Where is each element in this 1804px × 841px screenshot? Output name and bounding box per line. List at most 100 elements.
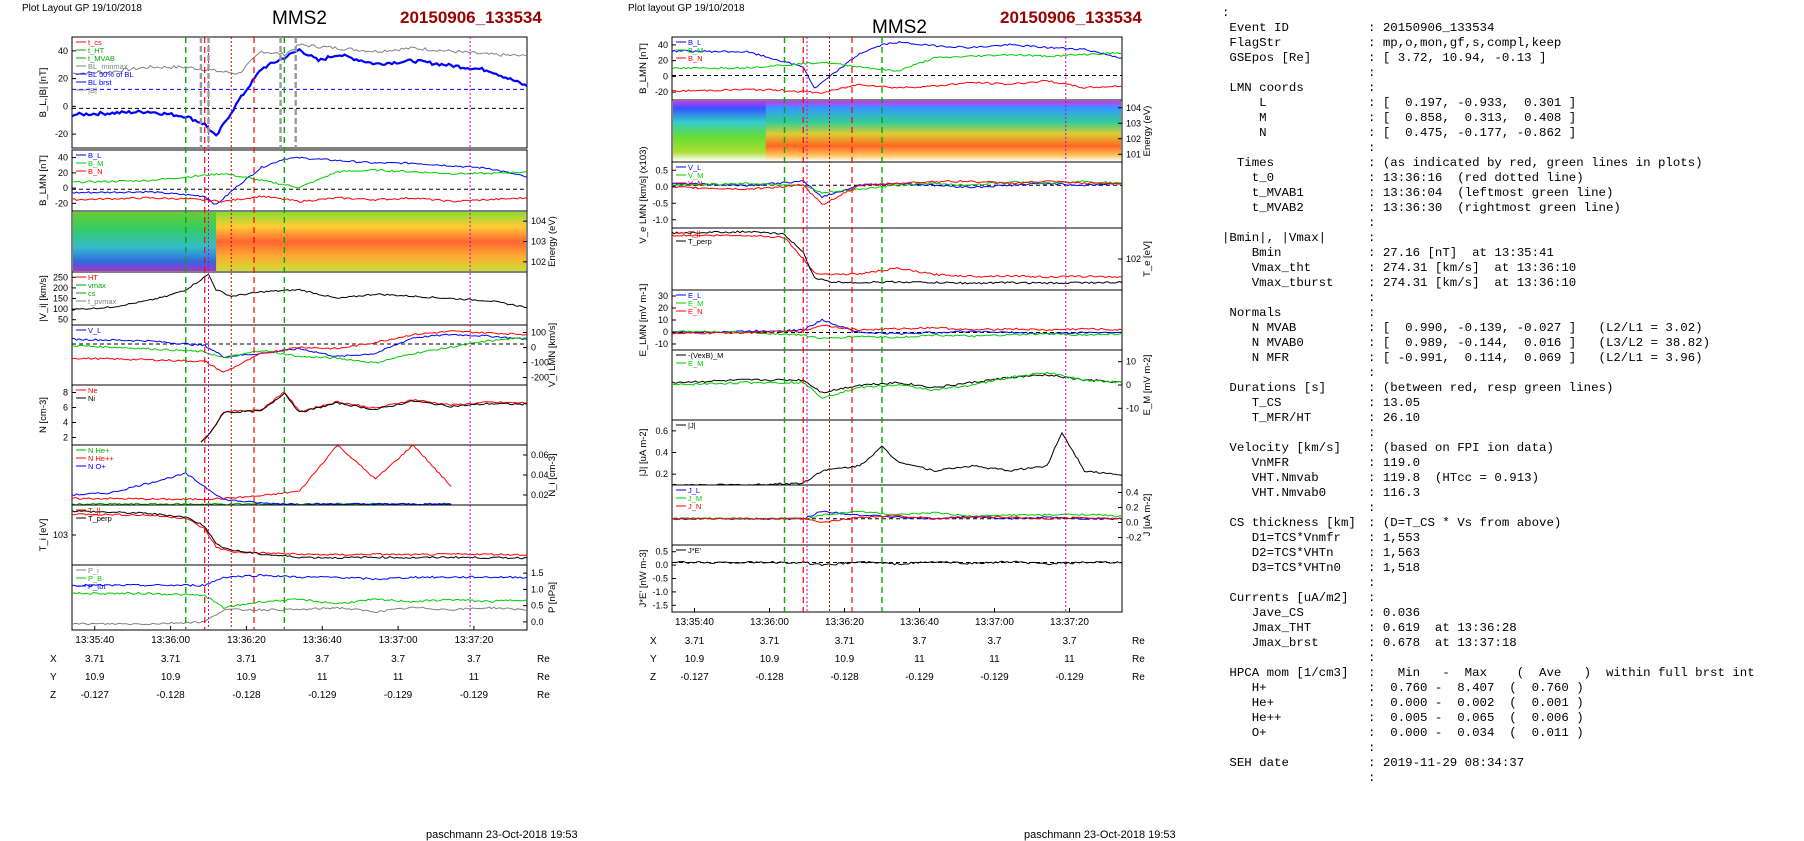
panel-frame: [671, 289, 1123, 351]
orbit-value: 11: [317, 672, 328, 683]
info-line: L: [ 0.197, -0.933, 0.301 ]: [1222, 96, 1755, 111]
y-tick-label: 4: [63, 418, 68, 428]
y-tick-label: 40: [58, 153, 68, 163]
y-tick-label: -1.5: [652, 600, 668, 610]
legend-label: t_MVAB: [88, 54, 115, 63]
left-plot-layout-label: Plot Layout GP 19/10/2018: [22, 3, 142, 14]
info-key: Jmax_THT: [1222, 621, 1312, 635]
legend-label: -(VexB)_M: [688, 351, 723, 360]
info-line: D3=TCS*VHTn0: 1,518: [1222, 561, 1755, 576]
info-line: O+: 0.000 - 0.034 ( 0.011 ): [1222, 726, 1755, 741]
info-line: :: [1222, 426, 1755, 441]
info-key: t_MVAB2: [1222, 201, 1304, 215]
y-tick-label: 0: [1126, 380, 1131, 390]
legend-label: B_N: [688, 54, 703, 63]
y-tick-label: 20: [658, 303, 668, 313]
series-line: [671, 330, 1123, 340]
event-info-listing: : Event ID: 20150906_133534 FlagStr: mp,…: [1222, 6, 1755, 786]
info-key: Event ID: [1222, 21, 1289, 35]
info-line: :: [1222, 576, 1755, 591]
info-key: Jmax_brst: [1222, 636, 1319, 650]
series-line: [71, 195, 528, 203]
y-tick-label: 40: [658, 40, 668, 50]
legend-label: BL brst: [88, 78, 112, 87]
info-value: :: [1368, 651, 1376, 665]
info-key: N MVAB0: [1222, 336, 1304, 350]
orbit-value: 11: [989, 654, 1000, 665]
info-line: Vmax_tht: 274.31 [km/s] at 13:36:10: [1222, 261, 1755, 276]
orbit-value: 3.7: [988, 636, 1002, 647]
info-key: VHT.Nmvab: [1222, 471, 1319, 485]
info-value: : 13:36:04 (leftmost green line): [1368, 186, 1614, 200]
legend-label: B_L: [688, 38, 701, 47]
legend-label: B_L: [88, 151, 101, 160]
info-key: D1=TCS*Vnmfr: [1222, 531, 1341, 545]
legend-label: cs: [88, 289, 96, 298]
info-value: :: [1368, 501, 1376, 515]
orbit-value: 3.71: [760, 636, 780, 647]
orbit-row-label: Z: [50, 690, 56, 701]
info-value: : 1,553: [1368, 531, 1421, 545]
y-tick-label: 1.5: [531, 568, 544, 578]
orbit-unit: Re: [1132, 654, 1145, 665]
info-key: T_CS: [1222, 396, 1282, 410]
y-axis-label: E_LMN [mV m-1]: [638, 284, 649, 357]
info-line: M: [ 0.858, 0.313, 0.408 ]: [1222, 111, 1755, 126]
y-tick-label: 0.2: [655, 469, 668, 479]
y-tick-label: 150: [53, 294, 68, 304]
y-tick-label: 0.5: [655, 547, 668, 557]
series-line: [71, 333, 528, 358]
y-tick-label: 101: [1126, 149, 1141, 159]
y-tick-label: 0.6: [655, 426, 668, 436]
orbit-value: 3.71: [237, 654, 257, 665]
info-line: N MVAB: [ 0.990, -0.139, -0.027 ] (L2/L1…: [1222, 321, 1755, 336]
y-tick-label: 6: [63, 403, 68, 413]
legend-label: N O+: [88, 462, 106, 471]
series-line: [671, 180, 1123, 194]
series-line: [71, 472, 452, 506]
info-value: : 116.3: [1368, 486, 1421, 500]
series-line: [671, 230, 1123, 285]
info-key: HPCA mom [1/cm3]: [1222, 666, 1349, 680]
series-line: [71, 156, 528, 205]
info-value: : [ 0.858, 0.313, 0.408 ]: [1368, 111, 1577, 125]
orbit-value: 10.9: [685, 654, 705, 665]
info-line: SEH date: 2019-11-29 08:34:37: [1222, 756, 1755, 771]
info-value: : 13:36:16 (red dotted line): [1368, 171, 1584, 185]
info-value: : [ -0.991, 0.114, 0.069 ] (L2/L1 = 3.96…: [1368, 351, 1703, 365]
info-line: :: [1222, 771, 1755, 786]
series-line: [71, 513, 528, 557]
y-axis-label: N [cm-3]: [38, 397, 49, 433]
orbit-value: -0.128: [232, 690, 261, 701]
y-tick-label: 104: [531, 216, 546, 226]
info-value: : [ 0.475, -0.177, -0.862 ]: [1368, 126, 1577, 140]
y-tick-label: 0: [63, 101, 68, 111]
legend-label: E_L: [688, 291, 701, 300]
info-key: N MVAB: [1222, 321, 1297, 335]
info-key: CS thickness [km]: [1222, 516, 1356, 530]
orbit-value: 3.7: [1063, 636, 1077, 647]
series-line: [71, 43, 528, 76]
orbit-row-label: Y: [650, 654, 657, 665]
info-line: Times: (as indicated by red, green lines…: [1222, 156, 1755, 171]
orbit-value: -0.129: [384, 690, 413, 701]
info-value: : 119.0: [1368, 456, 1421, 470]
y-tick-label: -200: [531, 373, 549, 383]
series-line: [671, 371, 1123, 399]
y-tick-label: 100: [531, 328, 546, 338]
info-key: FlagStr: [1222, 36, 1282, 50]
series-line: [71, 591, 528, 609]
series-line: [200, 392, 528, 443]
info-line: FlagStr: mp,o,mon,gf,s,compl,keep: [1222, 36, 1755, 51]
x-tick-label: 13:36:40: [303, 635, 342, 646]
spectrogram-magnetosheath: [765, 101, 1121, 161]
panel-frame: [671, 161, 1123, 229]
info-key: N MFR: [1222, 351, 1289, 365]
info-line: Vmax_tburst: 274.31 [km/s] at 13:36:10: [1222, 276, 1755, 291]
legend-label: P_i: [88, 566, 99, 575]
legend-label: B_M: [688, 46, 703, 55]
info-value: : 0.619 at 13:36:28: [1368, 621, 1517, 635]
orbit-value: 10.9: [760, 654, 780, 665]
orbit-unit: Re: [537, 672, 550, 683]
